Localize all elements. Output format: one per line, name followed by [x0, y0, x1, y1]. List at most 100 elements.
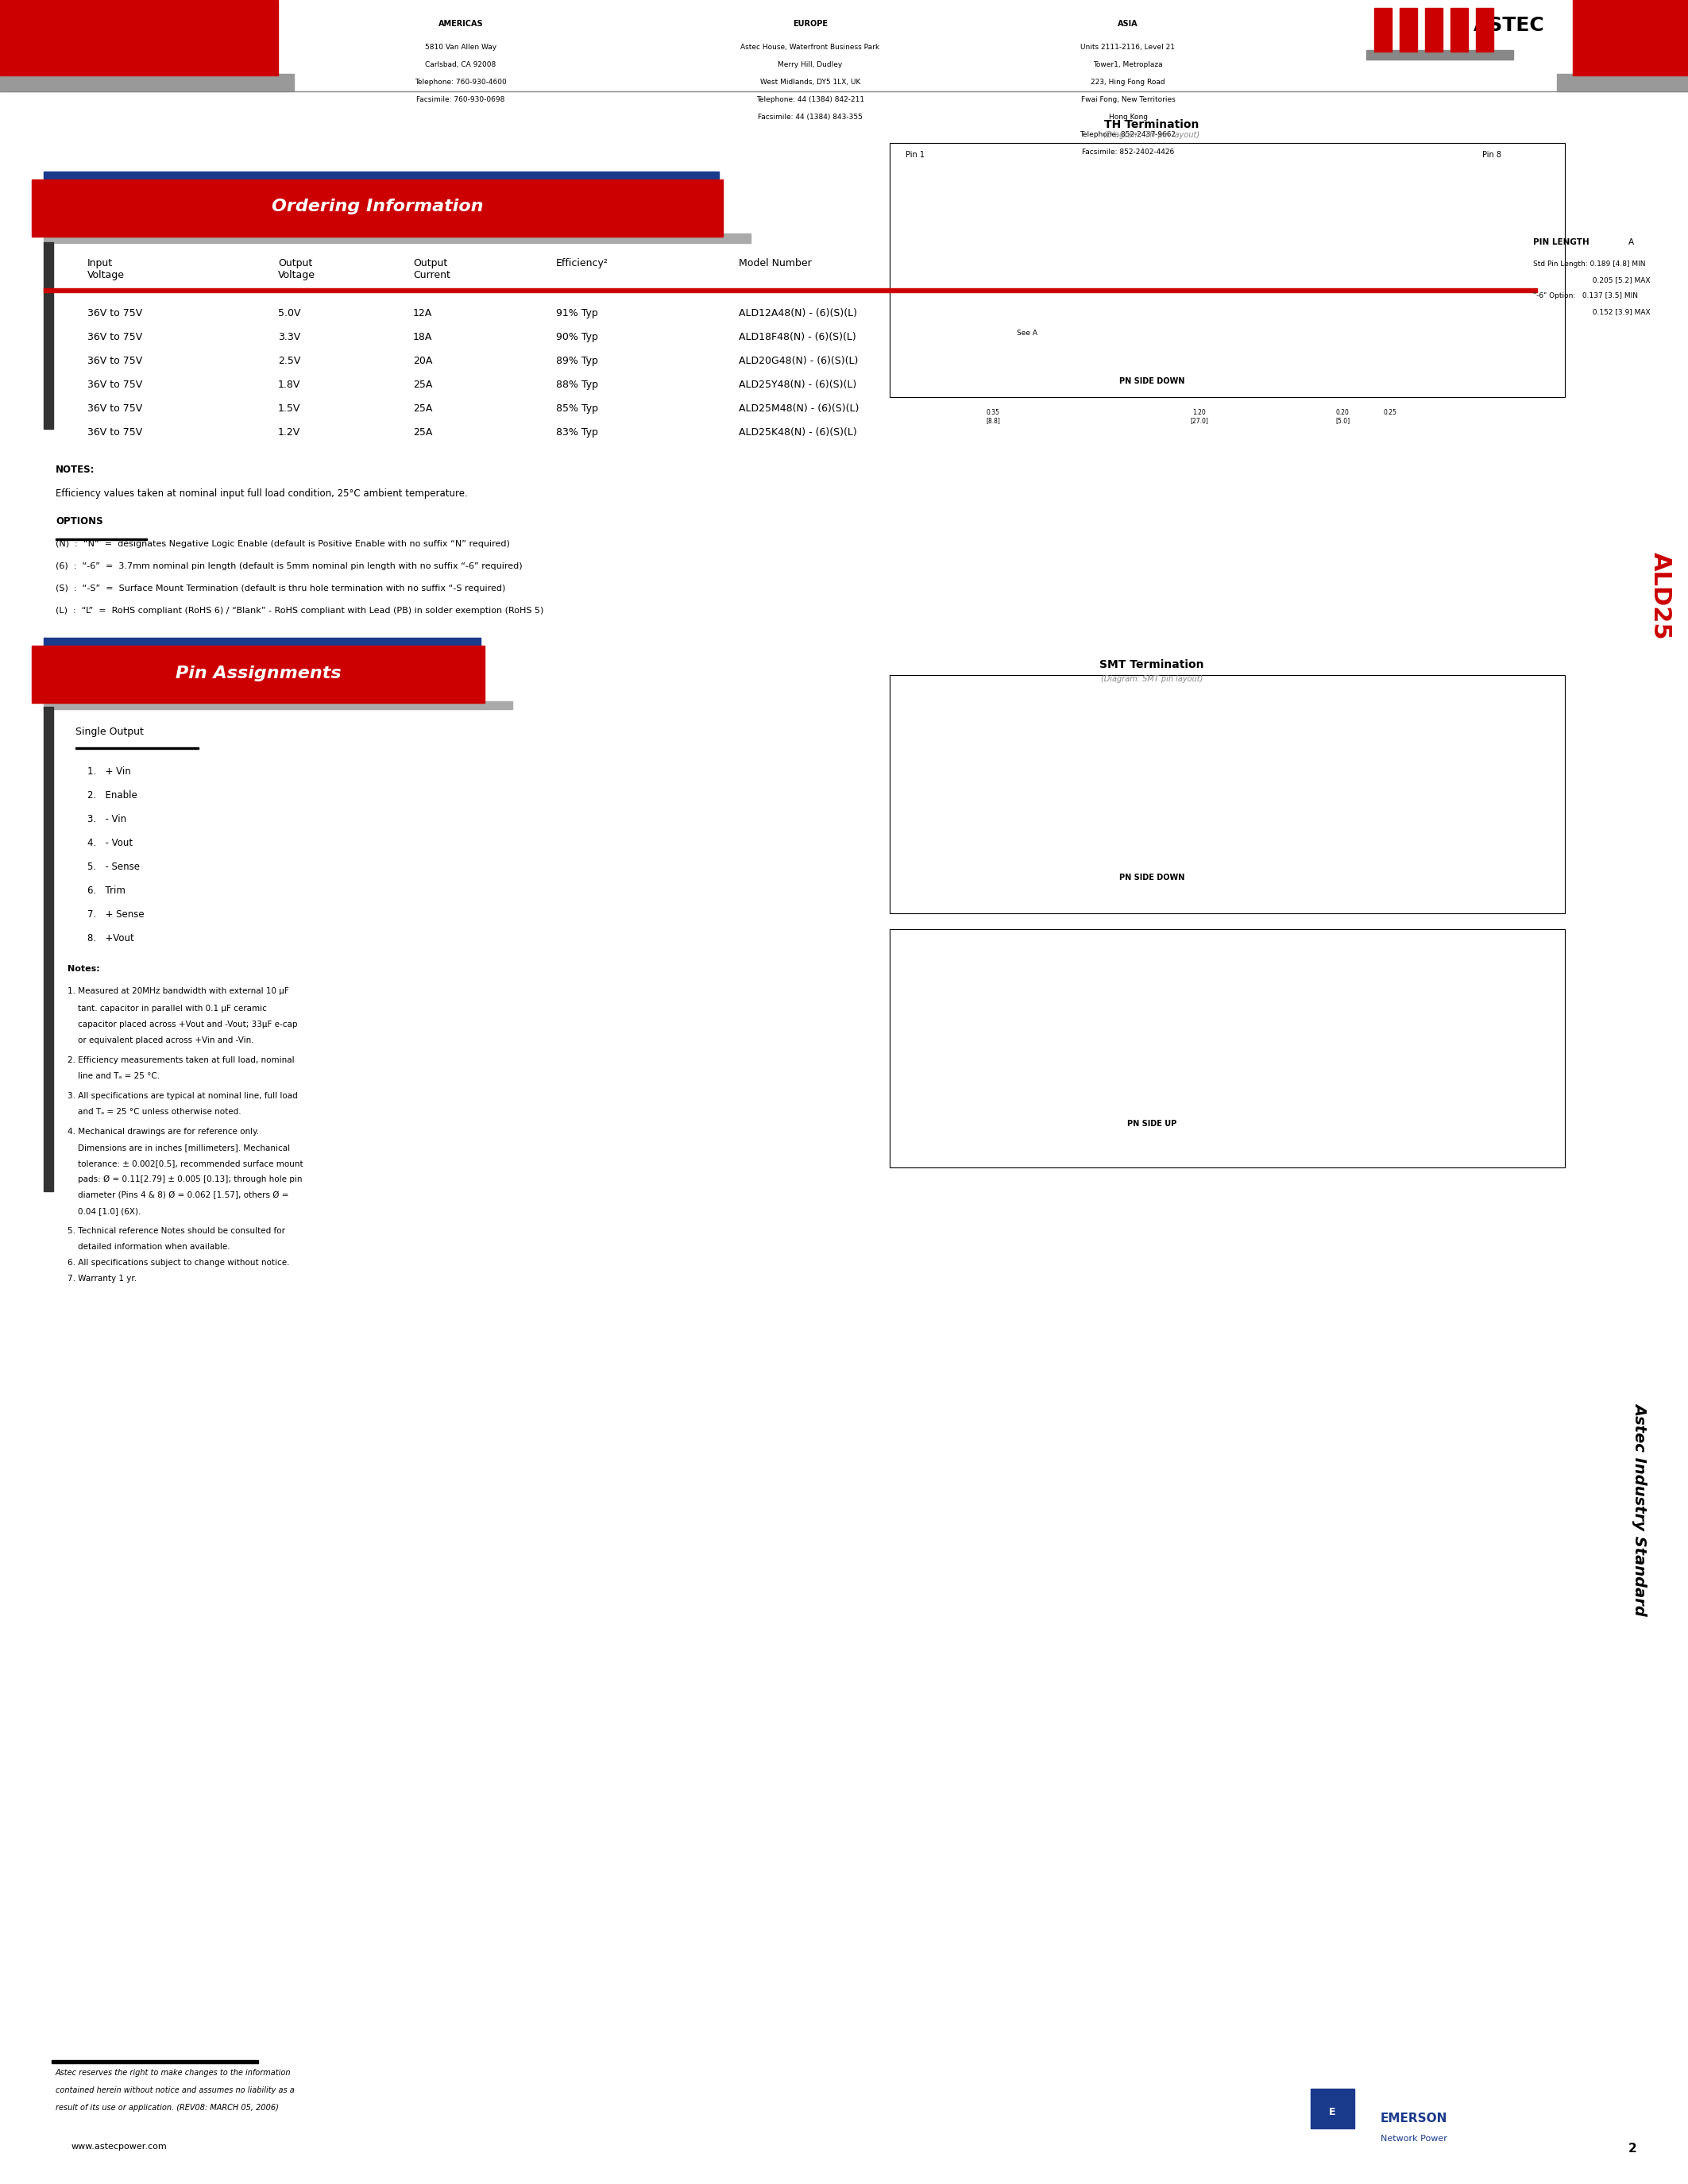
- Bar: [44, 638, 481, 695]
- Text: Merry Hill, Dudley: Merry Hill, Dudley: [778, 61, 842, 68]
- Text: E: E: [1328, 2108, 1335, 2116]
- Text: Hong Kong: Hong Kong: [1109, 114, 1148, 120]
- Text: Ordering Information: Ordering Information: [272, 199, 483, 214]
- Text: 83% Typ: 83% Typ: [555, 428, 598, 437]
- Text: 36V to 75V: 36V to 75V: [88, 380, 142, 391]
- Text: 25A: 25A: [414, 428, 432, 437]
- Text: ALD20G48(N) - (6)(S)(L): ALD20G48(N) - (6)(S)(L): [739, 356, 858, 367]
- Bar: [1374, 9, 1391, 52]
- Text: Telephone: 760-930-4600: Telephone: 760-930-4600: [415, 79, 506, 85]
- Text: 1.20
[27.0]: 1.20 [27.0]: [1190, 408, 1209, 424]
- Text: (L)  :  “L”  =  RoHS compliant (RoHS 6) / “Blank” - RoHS compliant with Lead (PB: (L) : “L” = RoHS compliant (RoHS 6) / “B…: [56, 607, 544, 614]
- Text: 3.   - Vin: 3. - Vin: [88, 815, 127, 823]
- Text: detailed information when available.: detailed information when available.: [78, 1243, 230, 1251]
- Text: 7. Warranty 1 yr.: 7. Warranty 1 yr.: [68, 1275, 137, 1282]
- Text: ASTEC: ASTEC: [1474, 15, 1545, 35]
- Text: 2.   Enable: 2. Enable: [88, 791, 137, 802]
- Text: Model Number: Model Number: [739, 258, 812, 269]
- Text: 1.5V: 1.5V: [279, 404, 300, 413]
- Text: 89% Typ: 89% Typ: [555, 356, 598, 367]
- Text: PIN LENGTH: PIN LENGTH: [1533, 238, 1590, 247]
- Text: capacitor placed across +Vout and -Vout; 33μF e-cap: capacitor placed across +Vout and -Vout;…: [78, 1020, 297, 1029]
- Text: 3.3V: 3.3V: [279, 332, 300, 343]
- Text: ALD12A48(N) - (6)(S)(L): ALD12A48(N) - (6)(S)(L): [739, 308, 858, 319]
- Text: SMT Termination: SMT Termination: [1099, 660, 1204, 670]
- Bar: [44, 288, 1538, 293]
- Text: 91% Typ: 91% Typ: [555, 308, 598, 319]
- Text: 5. Technical reference Notes should be consulted for: 5. Technical reference Notes should be c…: [68, 1227, 285, 1234]
- Text: ALD25K48(N) - (6)(S)(L): ALD25K48(N) - (6)(S)(L): [739, 428, 858, 437]
- Text: 36V to 75V: 36V to 75V: [88, 428, 142, 437]
- Text: Carlsbad, CA 92008: Carlsbad, CA 92008: [425, 61, 496, 68]
- Bar: [0, 0, 279, 76]
- Bar: [1310, 2088, 1354, 2129]
- Text: line and Tₐ = 25 °C.: line and Tₐ = 25 °C.: [78, 1072, 160, 1081]
- Text: 0.20
[5.0]: 0.20 [5.0]: [1335, 408, 1350, 424]
- Text: "-6" Option:   0.137 [3.5] MIN: "-6" Option: 0.137 [3.5] MIN: [1533, 293, 1637, 299]
- Text: 0.25: 0.25: [1384, 408, 1398, 417]
- Text: Astec Industry Standard: Astec Industry Standard: [1632, 1402, 1647, 1616]
- Text: Network Power: Network Power: [1381, 2134, 1447, 2143]
- Text: Output
Voltage: Output Voltage: [279, 258, 316, 280]
- Text: Fwai Fong, New Territories: Fwai Fong, New Territories: [1080, 96, 1175, 103]
- Bar: [1450, 9, 1469, 52]
- Bar: [32, 179, 722, 236]
- Bar: [1399, 9, 1418, 52]
- Text: 7.   + Sense: 7. + Sense: [88, 909, 143, 919]
- Text: PN SIDE DOWN: PN SIDE DOWN: [1119, 378, 1185, 384]
- Text: 223, Hing Fong Road: 223, Hing Fong Road: [1090, 79, 1165, 85]
- Text: 6.   Trim: 6. Trim: [88, 885, 125, 895]
- Text: NOTES:: NOTES:: [56, 465, 95, 474]
- Text: ALD25M48(N) - (6)(S)(L): ALD25M48(N) - (6)(S)(L): [739, 404, 859, 413]
- Bar: [1475, 9, 1494, 52]
- Text: 3. All specifications are typical at nominal line, full load: 3. All specifications are typical at nom…: [68, 1092, 297, 1101]
- Text: www.astecpower.com: www.astecpower.com: [71, 2143, 167, 2151]
- Text: PN SIDE DOWN: PN SIDE DOWN: [1119, 874, 1185, 882]
- Text: PN SIDE UP: PN SIDE UP: [1128, 1120, 1177, 1127]
- Text: Astec House, Waterfront Business Park: Astec House, Waterfront Business Park: [741, 44, 879, 50]
- Bar: [44, 234, 751, 242]
- Text: Facsimile: 760-930-0698: Facsimile: 760-930-0698: [417, 96, 505, 103]
- Text: (Diagram: TH pin layout): (Diagram: TH pin layout): [1104, 131, 1200, 140]
- Text: Pin 1: Pin 1: [905, 151, 925, 159]
- Text: ASIA: ASIA: [1117, 20, 1138, 28]
- Text: 0.152 [3.9] MAX: 0.152 [3.9] MAX: [1533, 308, 1651, 314]
- Bar: [0, 74, 294, 92]
- Text: See A: See A: [1016, 330, 1038, 336]
- Text: (S)  :  “-S”  =  Surface Mount Termination (default is thru hole termination wit: (S) : “-S” = Surface Mount Termination (…: [56, 585, 505, 592]
- Text: pads: Ø = 0.11[2.79] ± 0.005 [0.13]; through hole pin: pads: Ø = 0.11[2.79] ± 0.005 [0.13]; thr…: [78, 1175, 302, 1184]
- Text: Input
Voltage: Input Voltage: [88, 258, 125, 280]
- Text: 12A: 12A: [414, 308, 432, 319]
- Bar: [890, 928, 1565, 1168]
- Text: 0.04 [1.0] (6X).: 0.04 [1.0] (6X).: [78, 1208, 140, 1214]
- Text: Facsimile: 852-2402-4426: Facsimile: 852-2402-4426: [1082, 149, 1175, 155]
- Text: Notes:: Notes:: [68, 965, 100, 972]
- Bar: [1366, 50, 1512, 59]
- Text: Tower1, Metroplaza: Tower1, Metroplaza: [1094, 61, 1163, 68]
- Bar: [44, 173, 719, 229]
- Text: TH Termination: TH Termination: [1104, 120, 1198, 131]
- Text: 36V to 75V: 36V to 75V: [88, 332, 142, 343]
- Text: ALD18F48(N) - (6)(S)(L): ALD18F48(N) - (6)(S)(L): [739, 332, 856, 343]
- Text: result of its use or application. (REV08: MARCH 05, 2006): result of its use or application. (REV08…: [56, 2103, 279, 2112]
- Text: Units 2111-2116, Level 21: Units 2111-2116, Level 21: [1080, 44, 1175, 50]
- Text: 25A: 25A: [414, 380, 432, 391]
- Bar: [1425, 9, 1443, 52]
- Bar: [44, 242, 54, 428]
- Text: Telephone: 852-2437-9662: Telephone: 852-2437-9662: [1080, 131, 1177, 138]
- Text: EUROPE: EUROPE: [793, 20, 827, 28]
- Text: EMERSON: EMERSON: [1381, 2112, 1448, 2125]
- Text: 5.0V: 5.0V: [279, 308, 300, 319]
- Text: ALD25Y48(N) - (6)(S)(L): ALD25Y48(N) - (6)(S)(L): [739, 380, 856, 391]
- Bar: [890, 142, 1565, 397]
- Text: Facsimile: 44 (1384) 843-355: Facsimile: 44 (1384) 843-355: [758, 114, 863, 120]
- Bar: [890, 675, 1565, 913]
- Text: tolerance: ± 0.002[0.5], recommended surface mount: tolerance: ± 0.002[0.5], recommended sur…: [78, 1160, 304, 1168]
- Text: 36V to 75V: 36V to 75V: [88, 308, 142, 319]
- Text: 4.   - Vout: 4. - Vout: [88, 839, 133, 847]
- Text: Dimensions are in inches [millimeters]. Mechanical: Dimensions are in inches [millimeters]. …: [78, 1144, 290, 1151]
- Text: 6. All specifications subject to change without notice.: 6. All specifications subject to change …: [68, 1258, 290, 1267]
- Text: 0.35
[8.8]: 0.35 [8.8]: [986, 408, 999, 424]
- Text: 5810 Van Allen Way: 5810 Van Allen Way: [425, 44, 496, 50]
- Text: OPTIONS: OPTIONS: [56, 515, 103, 526]
